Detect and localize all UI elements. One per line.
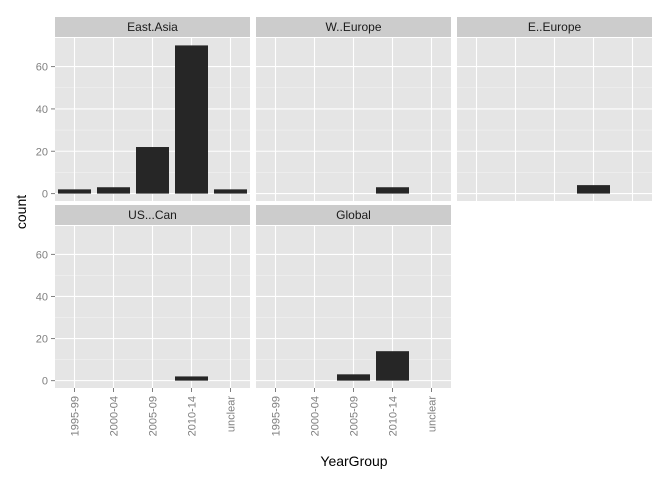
bar xyxy=(337,374,370,381)
facet-panel: E..Europe xyxy=(457,17,652,201)
facet-strip xyxy=(256,205,451,225)
y-tick-label: 40 xyxy=(36,104,48,116)
bar xyxy=(97,187,130,194)
y-tick-label: 0 xyxy=(42,189,48,201)
bar xyxy=(175,376,208,381)
facet-panel: Global xyxy=(256,205,451,388)
facet-strip-label: E..Europe xyxy=(528,20,582,34)
axes-layer: 0 20 40 60 0 20 40 60 1995-99 2000-04 2005-09 2010-… xyxy=(36,62,439,437)
facet-panel: US...Can xyxy=(55,205,250,388)
facet-strip xyxy=(457,17,652,37)
x-axis-title: YearGroup xyxy=(320,453,387,469)
y-axis-title: count xyxy=(13,195,29,229)
x-tick-label: 2000-04 xyxy=(310,396,322,436)
facet-strip-label: W..Europe xyxy=(325,20,381,34)
facet-strip-label: Global xyxy=(336,208,371,222)
x-tick-label: 2005-09 xyxy=(148,396,160,436)
bar xyxy=(58,189,91,194)
facet-strip xyxy=(256,17,451,37)
facet-panel: East.Asia xyxy=(55,17,250,201)
bar xyxy=(214,189,247,194)
y-tick-label: 40 xyxy=(36,291,48,303)
facet-strip xyxy=(55,205,250,225)
y-tick-label: 20 xyxy=(36,334,48,346)
panels-layer: East.Asia W..Europe E..Europe US...Can Globa… xyxy=(55,17,652,388)
x-tick-label: 2010-14 xyxy=(187,396,199,436)
x-tick-label: 2010-14 xyxy=(388,396,400,436)
x-tick-label: 1995-99 xyxy=(271,396,283,436)
x-tick-label: unclear xyxy=(427,396,439,432)
facet-strip xyxy=(55,17,250,37)
facet-strip-label: East.Asia xyxy=(127,20,178,34)
x-tick-label: unclear xyxy=(226,396,238,432)
x-tick-label: 1995-99 xyxy=(70,396,82,436)
bar xyxy=(175,45,208,194)
bar xyxy=(136,147,169,194)
facet-strip-label: US...Can xyxy=(128,208,177,222)
bar xyxy=(577,185,610,194)
y-tick-label: 60 xyxy=(36,62,48,74)
y-tick-label: 60 xyxy=(36,249,48,261)
bar xyxy=(376,187,409,194)
y-tick-label: 0 xyxy=(42,376,48,388)
x-tick-label: 2005-09 xyxy=(349,396,361,436)
y-tick-label: 20 xyxy=(36,146,48,158)
facet-panel: W..Europe xyxy=(256,17,451,201)
bar xyxy=(376,351,409,381)
x-tick-label: 2000-04 xyxy=(109,396,121,436)
